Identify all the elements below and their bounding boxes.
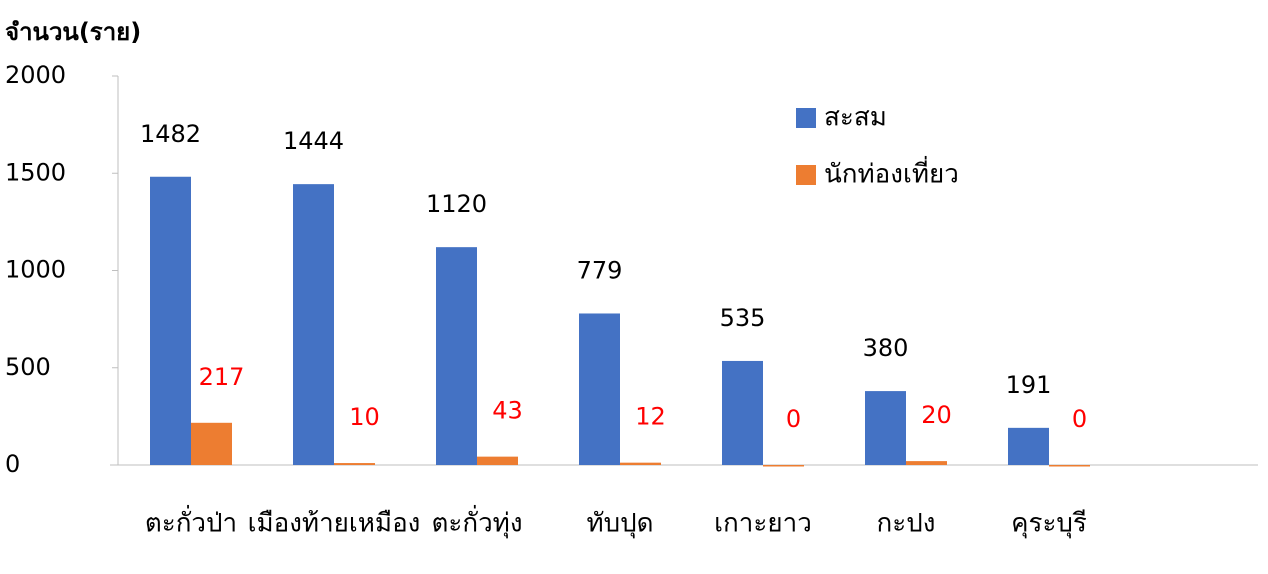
- value-label: 380: [863, 334, 909, 362]
- value-label: 0: [786, 405, 801, 433]
- legend-label: สะสม: [824, 103, 887, 133]
- y-axis-title: จำนวน(ราย): [5, 18, 141, 46]
- bar: [150, 176, 191, 465]
- x-tick-label: เกาะยาว: [714, 509, 812, 539]
- value-label: 43: [492, 397, 523, 425]
- value-label: 217: [199, 363, 245, 391]
- x-tick-label: คุระบุรี: [1011, 509, 1087, 539]
- bar: [865, 391, 906, 465]
- bar: [1049, 465, 1090, 467]
- legend-swatch: [796, 108, 816, 128]
- x-tick-label: ทับปุด: [586, 509, 653, 539]
- value-label: 191: [1006, 371, 1052, 399]
- x-tick-label: กะปง: [877, 509, 936, 539]
- value-label: 1482: [140, 120, 201, 148]
- value-label: 20: [921, 401, 952, 429]
- bar: [191, 422, 232, 465]
- value-label: 0: [1072, 405, 1087, 433]
- bar: [620, 462, 661, 465]
- bar: [293, 184, 334, 465]
- value-label: 535: [720, 304, 766, 332]
- value-label: 1120: [426, 190, 487, 218]
- y-tick-label: 500: [5, 353, 51, 381]
- y-tick-label: 0: [5, 450, 20, 478]
- x-tick-label: เมืองท้ายเหมือง: [248, 509, 421, 539]
- y-tick-label: 2000: [5, 61, 66, 89]
- bar: [477, 456, 518, 465]
- value-label: 1444: [283, 127, 344, 155]
- legend-swatch: [796, 165, 816, 185]
- bar: [1008, 427, 1049, 465]
- y-tick-label: 1500: [5, 158, 66, 186]
- bar: [763, 465, 804, 467]
- bar: [579, 313, 620, 465]
- y-tick-label: 1000: [5, 256, 66, 284]
- value-label: 12: [635, 403, 666, 431]
- bar: [334, 463, 375, 465]
- value-label: 10: [349, 403, 380, 431]
- legend-label: นักท่องเที่ยว: [824, 156, 959, 190]
- bar: [906, 461, 947, 465]
- x-tick-label: ตะกั่วทุ่ง: [431, 505, 522, 539]
- value-label: 779: [577, 256, 623, 284]
- bar: [436, 247, 477, 465]
- bar: [722, 360, 763, 465]
- x-tick-label: ตะกั่วป่า: [145, 505, 237, 539]
